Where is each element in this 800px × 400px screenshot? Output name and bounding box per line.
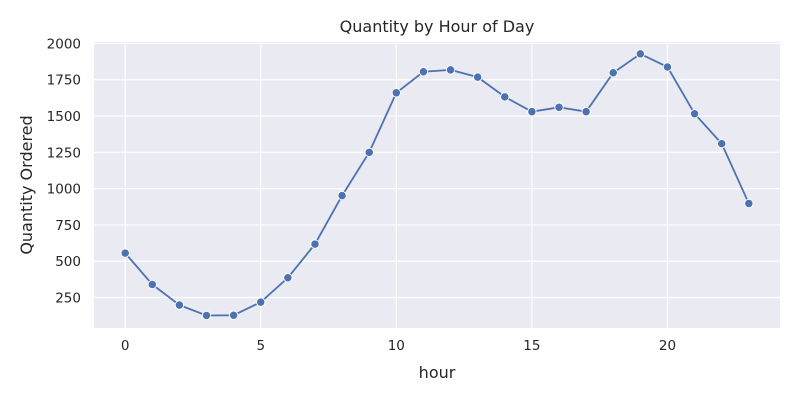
data-point [228,310,239,320]
y-tick-label: 750 [55,218,81,234]
data-point [662,62,673,72]
y-tick-label: 1000 [47,182,81,198]
tick-labels: 0 5 10 15 20 250 500 750 1000 1250 1500 1750 2000 [47,36,676,354]
data-point [418,67,429,77]
data-point [391,88,401,98]
y-axis-label: Quantity Ordered [17,115,36,254]
data-point [256,297,266,307]
data-point [445,65,456,75]
y-tick-label: 500 [55,254,81,270]
data-point [554,102,564,112]
y-tick-label: 250 [55,291,81,307]
data-point [500,92,510,102]
data-point [635,49,646,59]
data-point [608,68,618,78]
x-tick-label: 20 [659,338,676,354]
data-point [310,239,320,249]
data-point [283,273,293,283]
data-point [581,107,591,117]
data-point [337,190,347,201]
y-tick-label: 2000 [47,36,81,52]
data-point [689,109,700,119]
x-tick-label: 5 [256,338,265,354]
data-point [473,72,483,82]
series-layer [120,49,754,321]
data-point [717,138,727,149]
data-point [120,248,130,258]
y-tick-label: 1750 [47,73,81,89]
data-point [201,310,212,321]
x-axis-label: hour [419,363,456,382]
plot-area [94,42,780,328]
x-tick-label: 0 [121,338,130,354]
x-tick-label: 15 [523,338,540,354]
data-point [744,198,754,209]
data-point [174,300,185,310]
chart-title: Quantity by Hour of Day [340,17,535,36]
data-point [364,147,374,157]
x-tick-label: 10 [388,338,405,354]
data-point [527,107,537,117]
data-point [147,279,157,290]
y-tick-label: 1500 [47,109,81,125]
y-tick-label: 1250 [47,145,81,161]
